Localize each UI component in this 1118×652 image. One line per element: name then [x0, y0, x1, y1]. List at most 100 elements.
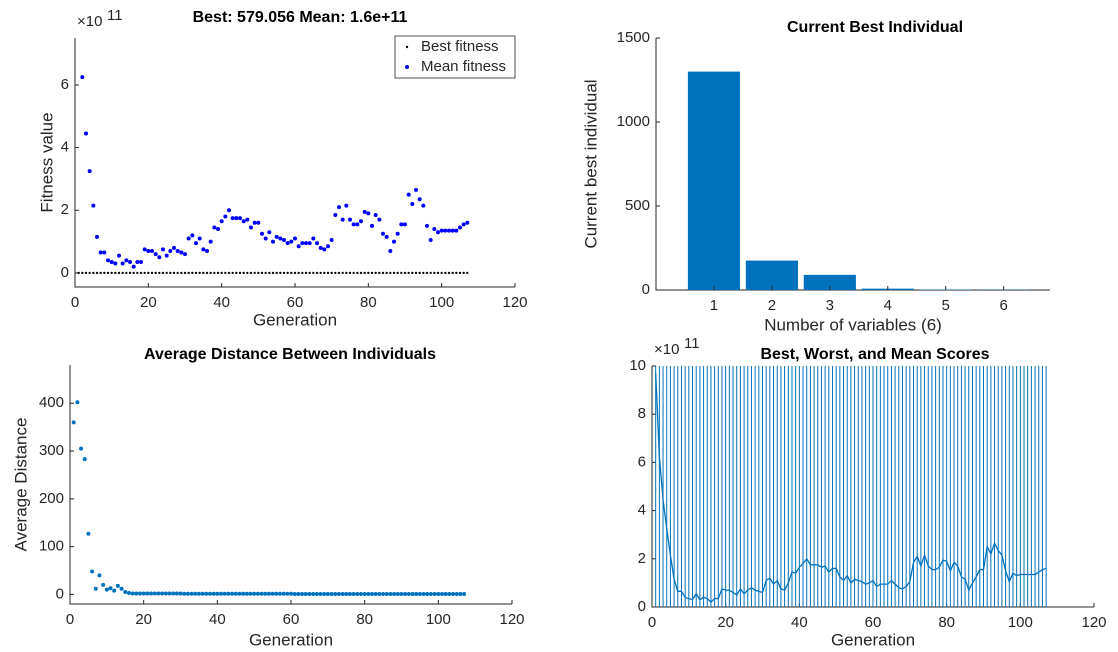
point [318, 591, 323, 596]
point [201, 247, 206, 252]
point [219, 591, 224, 596]
point [351, 222, 356, 227]
point [304, 271, 308, 275]
point [194, 241, 198, 246]
x-tick-label: 60 [283, 611, 300, 628]
x-tick-label: 120 [1081, 614, 1106, 631]
legend-box [394, 35, 516, 79]
bar [745, 260, 798, 290]
point [241, 591, 246, 596]
point [278, 236, 283, 241]
point [466, 271, 469, 275]
point [399, 591, 404, 596]
y-axis-label: Current best individual [581, 79, 600, 248]
point [249, 225, 253, 230]
point [112, 588, 117, 593]
point [97, 573, 102, 578]
point [207, 591, 212, 596]
point [395, 591, 400, 596]
point [311, 236, 316, 241]
point [358, 591, 363, 596]
point [421, 203, 426, 208]
point [205, 248, 209, 253]
point [414, 187, 418, 192]
point [90, 569, 95, 574]
point [264, 271, 267, 275]
point [215, 591, 220, 596]
point [123, 590, 128, 595]
point [403, 591, 408, 596]
point [296, 244, 301, 249]
point [271, 271, 275, 275]
point [227, 271, 231, 275]
point [417, 591, 422, 596]
point [213, 271, 216, 275]
point [152, 591, 157, 596]
point [406, 591, 411, 596]
point [81, 271, 84, 275]
point [329, 591, 334, 596]
point [222, 591, 227, 596]
legend-label: Mean fitness [421, 58, 506, 75]
point [185, 591, 190, 596]
point [103, 271, 106, 275]
point [84, 131, 88, 136]
point [167, 591, 172, 596]
point [183, 252, 187, 257]
point [246, 271, 249, 275]
point [134, 591, 139, 596]
point [341, 271, 344, 275]
point [274, 591, 279, 596]
point [447, 591, 452, 596]
point [248, 591, 253, 596]
point [348, 271, 352, 275]
point [202, 271, 205, 275]
legend-marker [405, 45, 409, 49]
point [330, 271, 333, 275]
point [131, 264, 136, 269]
point [136, 271, 139, 275]
point [216, 271, 220, 275]
point [230, 216, 235, 221]
point [82, 457, 87, 462]
point [117, 253, 121, 258]
point [196, 591, 201, 596]
x-tick-label: 20 [140, 294, 157, 311]
point [322, 591, 327, 596]
x-tick-label: 40 [213, 294, 230, 311]
point [290, 271, 293, 275]
chart-title: Average Distance Between Individuals [144, 346, 436, 363]
y-tick-label: 200 [39, 490, 64, 507]
point [447, 271, 451, 275]
point [224, 271, 227, 275]
point [344, 591, 349, 596]
point [189, 591, 194, 596]
point [271, 239, 275, 244]
point [326, 271, 330, 275]
point [158, 271, 161, 275]
point [322, 247, 327, 252]
x-tick-label: 100 [426, 611, 451, 628]
point [75, 400, 80, 405]
point [187, 271, 190, 275]
point [425, 271, 429, 275]
point [392, 271, 396, 275]
point [348, 217, 352, 222]
point [292, 591, 297, 596]
point [211, 591, 216, 596]
point [429, 271, 432, 275]
point [303, 591, 308, 596]
point [253, 271, 256, 275]
point [139, 271, 143, 275]
y-tick-label: 300 [39, 442, 64, 459]
point [454, 591, 459, 596]
point [304, 241, 308, 246]
point [373, 212, 378, 217]
y-tick-label: 6 [638, 453, 646, 470]
point [200, 591, 205, 596]
point [425, 591, 430, 596]
y-tick-label: 0 [638, 598, 646, 615]
point [389, 271, 392, 275]
point [381, 231, 385, 236]
point [153, 252, 158, 257]
